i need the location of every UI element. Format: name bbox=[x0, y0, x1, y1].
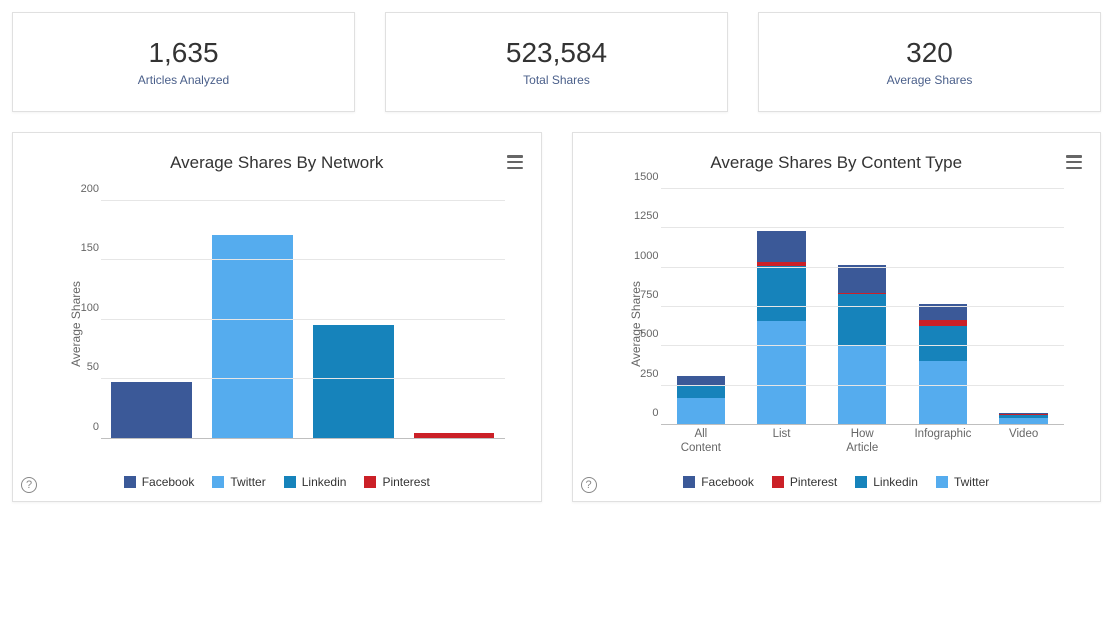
plot-area bbox=[101, 189, 505, 439]
bar-segment-pinterest[interactable] bbox=[919, 320, 967, 326]
x-tick-label: Video bbox=[983, 427, 1064, 441]
legend-item-linkedin[interactable]: Linkedin bbox=[855, 475, 918, 489]
grid-line bbox=[661, 385, 1065, 386]
stat-card-articles: 1,635 Articles Analyzed bbox=[12, 12, 355, 112]
legend-swatch bbox=[936, 476, 948, 488]
legend-swatch bbox=[364, 476, 376, 488]
help-icon[interactable]: ? bbox=[581, 477, 597, 493]
bar-segment-twitter[interactable] bbox=[919, 361, 967, 426]
legend-label: Twitter bbox=[230, 475, 265, 489]
y-tick-label: 100 bbox=[73, 302, 99, 314]
plot-area bbox=[661, 189, 1065, 425]
stat-label: Total Shares bbox=[396, 73, 717, 87]
chart-menu-icon[interactable] bbox=[1066, 155, 1082, 169]
bars-layer bbox=[101, 189, 505, 439]
x-tick-label: AllContent bbox=[661, 427, 742, 456]
bar-segment-twitter[interactable] bbox=[757, 321, 805, 425]
stat-card-total-shares: 523,584 Total Shares bbox=[385, 12, 728, 112]
bars-layer bbox=[661, 189, 1065, 425]
charts-row: Average Shares By Network Average Shares… bbox=[12, 132, 1101, 502]
legend-label: Facebook bbox=[701, 475, 754, 489]
y-tick-label: 0 bbox=[633, 407, 659, 419]
chart-title: Average Shares By Network bbox=[23, 153, 531, 173]
chart-body: Average Shares AllContentListHowArticleI… bbox=[599, 179, 1075, 469]
x-tick-label: Infographic bbox=[903, 427, 984, 441]
stat-value: 523,584 bbox=[396, 37, 717, 69]
stat-label: Articles Analyzed bbox=[23, 73, 344, 87]
legend-swatch bbox=[124, 476, 136, 488]
bar-segment-linkedin[interactable] bbox=[999, 415, 1047, 418]
legend-label: Pinterest bbox=[382, 475, 429, 489]
legend-item-pinterest[interactable]: Pinterest bbox=[772, 475, 837, 489]
legend-item-twitter[interactable]: Twitter bbox=[212, 475, 265, 489]
bar-segment-twitter[interactable] bbox=[677, 398, 725, 425]
bar-segment-linkedin[interactable] bbox=[838, 294, 886, 344]
y-tick-label: 1250 bbox=[633, 210, 659, 222]
grid-line bbox=[661, 227, 1065, 228]
legend-item-linkedin[interactable]: Linkedin bbox=[284, 475, 347, 489]
grid-line bbox=[101, 378, 505, 379]
stat-label: Average Shares bbox=[769, 73, 1090, 87]
grid-line bbox=[661, 345, 1065, 346]
y-tick-label: 1000 bbox=[633, 250, 659, 262]
legend-item-pinterest[interactable]: Pinterest bbox=[364, 475, 429, 489]
bar-segment-facebook[interactable] bbox=[999, 413, 1047, 415]
legend-item-facebook[interactable]: Facebook bbox=[683, 475, 754, 489]
grid-line bbox=[101, 319, 505, 320]
stat-card-average-shares: 320 Average Shares bbox=[758, 12, 1101, 112]
legend-item-facebook[interactable]: Facebook bbox=[124, 475, 195, 489]
stat-value: 320 bbox=[769, 37, 1090, 69]
legend-swatch bbox=[855, 476, 867, 488]
y-tick-label: 200 bbox=[73, 183, 99, 195]
bar-segment-linkedin[interactable] bbox=[757, 266, 805, 321]
grid-line bbox=[661, 267, 1065, 268]
chart-card-content-type: Average Shares By Content Type Average S… bbox=[572, 132, 1102, 502]
legend-swatch bbox=[284, 476, 296, 488]
grid-line bbox=[101, 200, 505, 201]
legend-swatch bbox=[212, 476, 224, 488]
legend-label: Pinterest bbox=[790, 475, 837, 489]
legend-item-twitter[interactable]: Twitter bbox=[936, 475, 989, 489]
grid-line bbox=[101, 259, 505, 260]
legend-swatch bbox=[772, 476, 784, 488]
bar-twitter[interactable] bbox=[212, 235, 293, 439]
y-tick-label: 50 bbox=[73, 361, 99, 373]
bar-segment-facebook[interactable] bbox=[757, 231, 805, 262]
y-tick-label: 150 bbox=[73, 242, 99, 254]
x-tick-label: List bbox=[741, 427, 822, 441]
stats-row: 1,635 Articles Analyzed 523,584 Total Sh… bbox=[12, 12, 1101, 112]
legend: Facebook Twitter Linkedin Pinterest bbox=[23, 475, 531, 489]
y-axis-label: Average Shares bbox=[69, 281, 83, 367]
legend: Facebook Pinterest Linkedin Twitter bbox=[583, 475, 1091, 489]
chart-card-network: Average Shares By Network Average Shares… bbox=[12, 132, 542, 502]
x-labels bbox=[101, 439, 505, 469]
chart-title: Average Shares By Content Type bbox=[583, 153, 1091, 173]
y-tick-label: 750 bbox=[633, 289, 659, 301]
y-tick-label: 0 bbox=[73, 421, 99, 433]
grid-line bbox=[661, 188, 1065, 189]
legend-label: Linkedin bbox=[302, 475, 347, 489]
bar-segment-linkedin[interactable] bbox=[677, 386, 725, 399]
legend-label: Twitter bbox=[954, 475, 989, 489]
chart-menu-icon[interactable] bbox=[507, 155, 523, 169]
legend-swatch bbox=[683, 476, 695, 488]
legend-label: Linkedin bbox=[873, 475, 918, 489]
y-tick-label: 500 bbox=[633, 328, 659, 340]
chart-body: Average Shares 0 50 100 150 200 bbox=[39, 179, 515, 469]
x-tick-label: HowArticle bbox=[822, 427, 903, 456]
y-tick-label: 250 bbox=[633, 368, 659, 380]
legend-label: Facebook bbox=[142, 475, 195, 489]
bar-segment-pinterest[interactable] bbox=[838, 293, 886, 295]
x-labels: AllContentListHowArticleInfographicVideo bbox=[661, 425, 1065, 469]
stat-value: 1,635 bbox=[23, 37, 344, 69]
bar-segment-linkedin[interactable] bbox=[919, 326, 967, 361]
bar-segment-facebook[interactable] bbox=[838, 265, 886, 293]
help-icon[interactable]: ? bbox=[21, 477, 37, 493]
bar-facebook[interactable] bbox=[111, 382, 192, 439]
bar-linkedin[interactable] bbox=[313, 325, 394, 439]
bar-segment-pinterest[interactable] bbox=[757, 262, 805, 266]
y-tick-label: 1500 bbox=[633, 171, 659, 183]
grid-line bbox=[661, 306, 1065, 307]
